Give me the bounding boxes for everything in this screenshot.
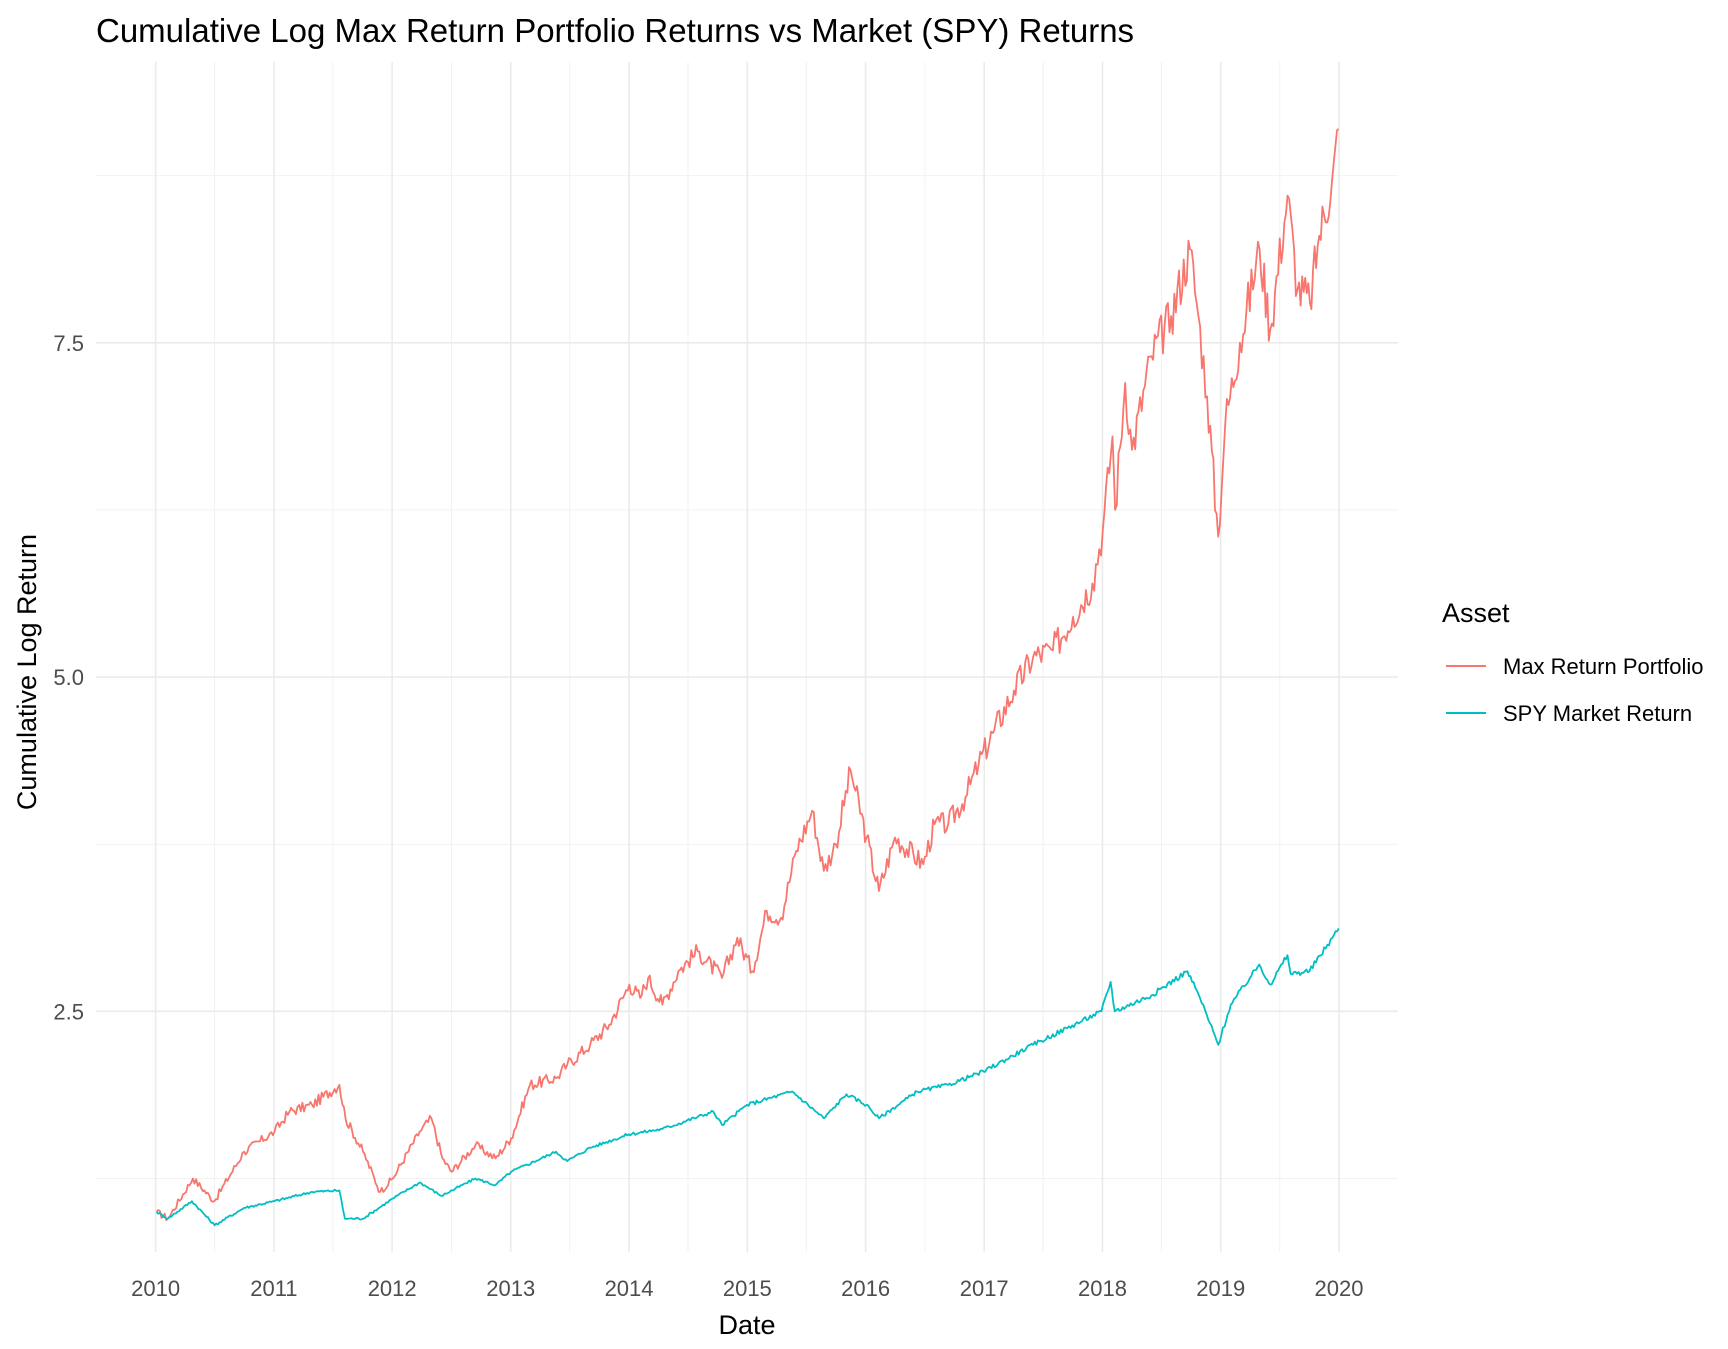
grid bbox=[96, 62, 1398, 1252]
x-tick-label: 2011 bbox=[250, 1276, 297, 1301]
x-tick-label: 2019 bbox=[1196, 1276, 1245, 1301]
chart-title: Cumulative Log Max Return Portfolio Retu… bbox=[96, 12, 1134, 49]
series-line-spy bbox=[155, 927, 1340, 1227]
y-axis-ticks: 2.5 5.0 7.5 bbox=[53, 331, 84, 1025]
x-tick-label: 2010 bbox=[131, 1276, 180, 1301]
x-tick-label: 2020 bbox=[1315, 1276, 1364, 1301]
x-tick-label: 2016 bbox=[841, 1276, 890, 1301]
legend: Asset Max Return Portfolio SPY Market Re… bbox=[1442, 598, 1704, 726]
x-tick-label: 2012 bbox=[368, 1276, 417, 1301]
x-tick-label: 2017 bbox=[960, 1276, 1009, 1301]
y-tick-label: 7.5 bbox=[53, 331, 84, 356]
legend-label-spy: SPY Market Return bbox=[1503, 701, 1692, 726]
y-axis-title: Cumulative Log Return bbox=[12, 534, 42, 810]
x-tick-label: 2013 bbox=[486, 1276, 535, 1301]
legend-title: Asset bbox=[1442, 598, 1510, 628]
y-tick-label: 5.0 bbox=[53, 665, 84, 690]
x-tick-label: 2015 bbox=[723, 1276, 772, 1301]
x-tick-label: 2018 bbox=[1078, 1276, 1127, 1301]
y-tick-label: 2.5 bbox=[53, 999, 84, 1024]
x-axis-title: Date bbox=[718, 1310, 775, 1340]
series-lines bbox=[155, 128, 1340, 1227]
x-axis-ticks: 2010 2011 2012 2013 2014 2015 2016 2017 2018 2019… bbox=[131, 1276, 1363, 1301]
legend-label-max-return: Max Return Portfolio bbox=[1503, 654, 1704, 679]
x-tick-label: 2014 bbox=[605, 1276, 654, 1301]
series-line-max-return bbox=[155, 128, 1340, 1222]
